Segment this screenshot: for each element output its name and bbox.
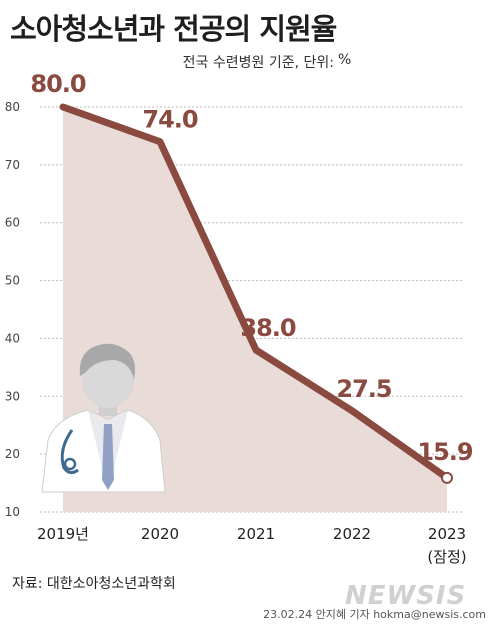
series-line	[59, 103, 451, 482]
data-label: 74.0	[142, 106, 198, 134]
credit-line: 23.02.24 안지혜 기자 hokma@newsis.com	[263, 608, 486, 621]
y-tick-label: 80	[5, 100, 20, 114]
x-tick-label: 2022	[333, 525, 371, 543]
data-label: 27.5	[336, 375, 392, 403]
point-markers	[441, 471, 453, 484]
series-polyline	[59, 103, 451, 482]
y-tick-label: 70	[5, 158, 20, 172]
x-tick-label: 2021	[237, 525, 275, 543]
unit-symbol: %	[338, 52, 352, 68]
y-tick-label: 50	[5, 274, 20, 288]
chart-title: 소아청소년과 전공의 지원율	[10, 12, 337, 46]
x-tick-note: (잠정)	[427, 548, 466, 566]
line-chart: 10 20 30 40 50 60 70 80 80.0 74.0 38.0 27.5 15.9 20…	[5, 70, 474, 566]
y-tick-label: 40	[5, 331, 20, 345]
data-label: 80.0	[30, 70, 86, 98]
y-tick-label: 30	[5, 389, 20, 403]
y-tick-label: 60	[5, 216, 20, 230]
data-label: 15.9	[417, 438, 473, 466]
x-tick-label: 2020	[141, 525, 179, 543]
y-axis-ticks: 10 20 30 40 50 60 70 80	[5, 100, 20, 519]
data-label: 38.0	[240, 314, 296, 342]
source-note: 자료: 대한소아청소년과학회	[12, 576, 176, 592]
y-tick-label: 20	[5, 447, 20, 461]
data-point-marker	[441, 471, 453, 484]
watermark-logo: NEWSIS	[345, 581, 467, 611]
chart-subtitle: 전국 수련병원 기준, 단위:	[182, 55, 334, 71]
y-tick-label: 10	[5, 505, 20, 519]
x-tick-label: 2019년	[37, 525, 89, 543]
x-axis-ticks: 2019년 2020 2021 2022 2023 (잠정)	[37, 525, 467, 566]
data-labels: 80.0 74.0 38.0 27.5 15.9	[30, 70, 474, 466]
x-tick-label: 2023	[428, 525, 466, 543]
doctor-stethoscope-icon	[41, 343, 166, 493]
